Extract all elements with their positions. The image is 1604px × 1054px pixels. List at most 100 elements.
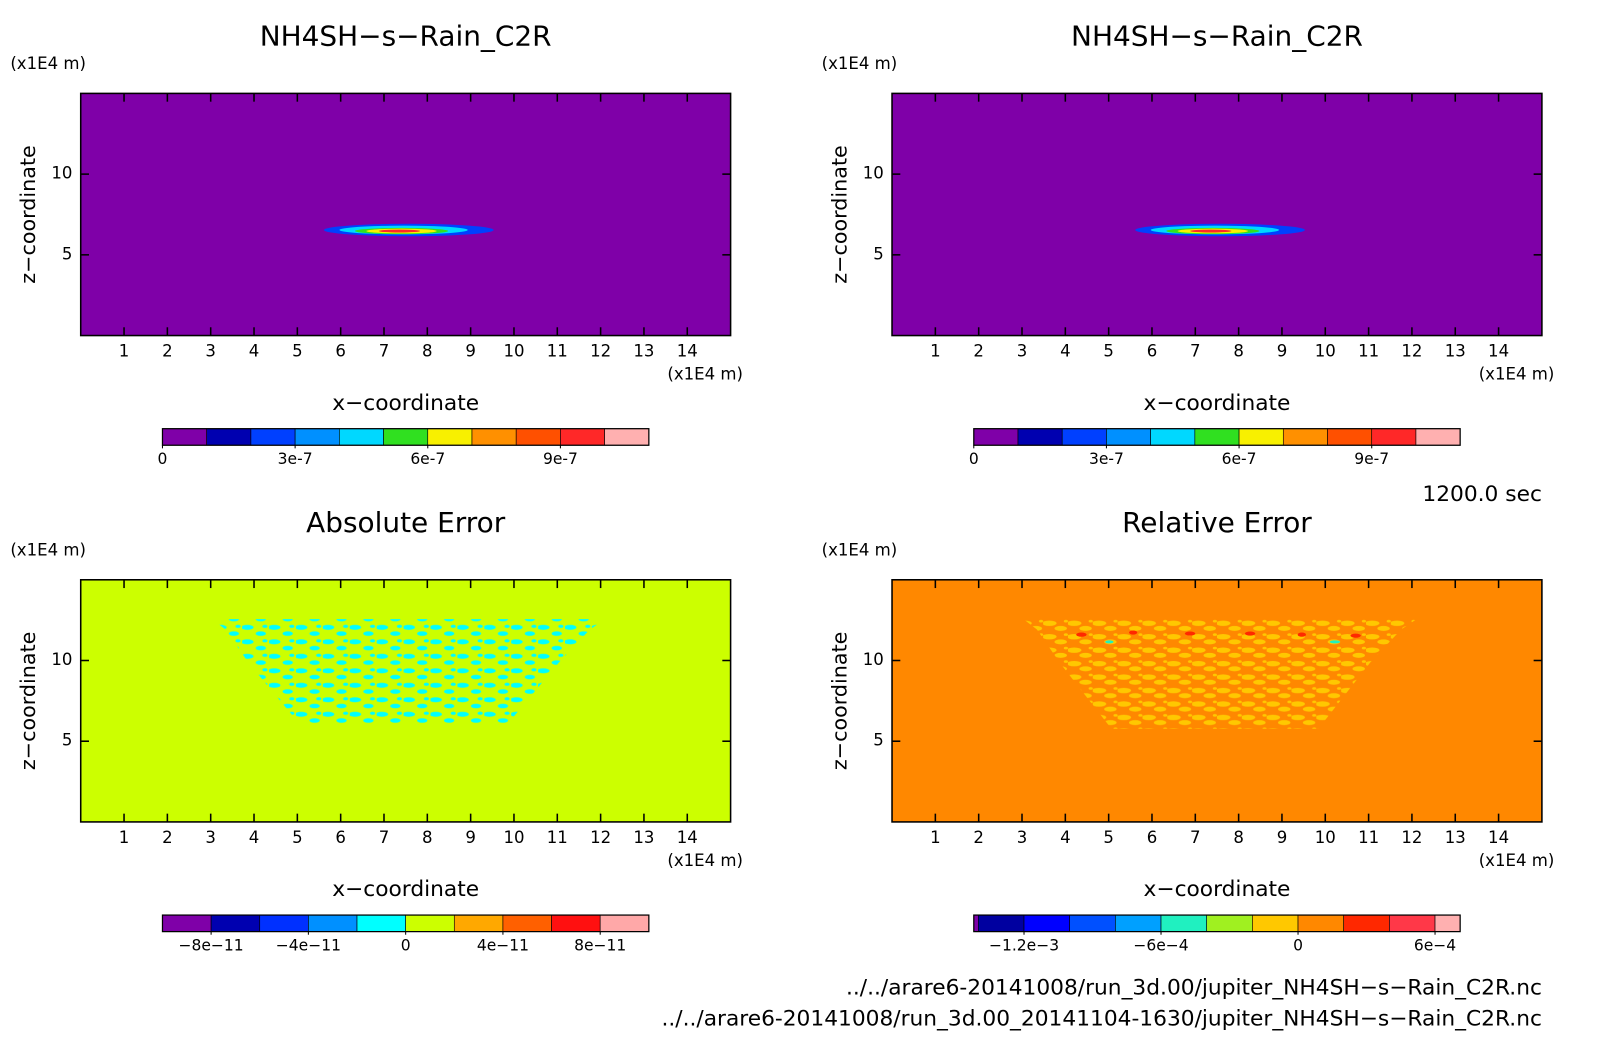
colorbar-frame (973, 914, 1461, 933)
colorbar-tick-label: −8e−11 (179, 937, 244, 955)
x-tick-label: 11 (1358, 828, 1379, 847)
colorbar-box (1282, 428, 1328, 446)
x-tick-label: 11 (1358, 342, 1379, 361)
x-unit: (x1E4 m) (667, 851, 743, 870)
x-tick-label: 8 (422, 342, 433, 361)
x-tick-label: 10 (503, 828, 524, 847)
colorbar-box (560, 428, 605, 446)
x-tick-label: 3 (1017, 828, 1028, 847)
y-tick-label: 5 (62, 244, 73, 263)
chart-title: NH4SH−s−Rain_C2R (1071, 20, 1363, 53)
x-tick-label: 11 (547, 828, 568, 847)
colorbar-tick-label: 0 (401, 937, 411, 955)
x-tick-label: 7 (379, 342, 390, 361)
y-axis-label: z−coordinate (16, 145, 40, 284)
x-tick-label: 8 (1233, 828, 1244, 847)
colorbar-box (259, 914, 309, 932)
x-tick-label: 1 (119, 342, 130, 361)
x-tick-label: 10 (1315, 828, 1336, 847)
x-tick-label: 14 (677, 828, 698, 847)
x-tick-label: 1 (119, 828, 130, 847)
plot-background (892, 93, 1542, 336)
colorbar-frame (973, 428, 1461, 446)
x-tick-label: 6 (335, 828, 346, 847)
colorbar-tick-label: 8e−11 (574, 937, 626, 955)
plot-frame (891, 579, 1543, 823)
x-tick-label: 9 (465, 828, 476, 847)
x-tick-label: 5 (1103, 828, 1114, 847)
colorbar-tick-label: 0 (158, 450, 168, 468)
x-unit: (x1E4 m) (1479, 364, 1555, 383)
colorbar-box (383, 428, 429, 446)
x-tick-label: 4 (249, 342, 260, 361)
colorbar-tick-label: −4e−11 (276, 937, 341, 955)
colorbar-box (427, 428, 473, 446)
colorbar-box (210, 914, 261, 932)
error-region (212, 619, 606, 725)
x-tick-label: 10 (1315, 342, 1336, 361)
file-path: ../../arare6-20141008/run_3d.00_20141104… (661, 1007, 1541, 1032)
x-tick-label: 10 (503, 342, 524, 361)
plot-background (80, 93, 731, 336)
colorbar-box (206, 428, 252, 446)
colorbar-tick-label: 6e-7 (1222, 450, 1257, 468)
x-tick-label: 6 (1147, 342, 1158, 361)
colorbar-box (356, 914, 406, 932)
fields (212, 223, 1417, 729)
colorbar-tick-label: 3e-7 (1089, 450, 1124, 468)
colorbar-box (1150, 428, 1196, 446)
colorbar-box (471, 428, 517, 446)
x-tick-label: 8 (1233, 342, 1244, 361)
x-tick-label: 9 (1277, 828, 1288, 847)
colorbar-box (162, 428, 207, 446)
y-tick-label: 5 (62, 731, 73, 750)
x-tick-label: 2 (162, 342, 173, 361)
colorbar-box (339, 428, 384, 446)
x-tick-label: 4 (1060, 828, 1071, 847)
colorbar-box (551, 914, 601, 932)
colorbar-box (1252, 914, 1299, 932)
rain-blob (1135, 223, 1305, 237)
rain-blob (323, 223, 494, 237)
colorbar-box (978, 914, 1025, 932)
colorbar-tick-label: 6e-7 (410, 450, 445, 468)
colorbar-box (1023, 914, 1070, 932)
colorbar-box (1106, 428, 1151, 446)
y-axis-label: z−coordinate (16, 632, 40, 771)
y-axis-label: z−coordinate (827, 632, 851, 771)
x-tick-label: 2 (973, 342, 984, 361)
x-tick-label: 13 (633, 342, 654, 361)
plot-frame (79, 579, 732, 823)
x-tick-label: 14 (677, 342, 698, 361)
colorbar-tick-label: 9e-7 (543, 450, 578, 468)
colorbar-box (1415, 428, 1461, 446)
x-tick-label: 7 (1190, 342, 1201, 361)
colorbar-box (1434, 914, 1461, 932)
x-tick-label: 9 (465, 342, 476, 361)
time-label: 1200.0 sec (1422, 482, 1542, 507)
plot-frame (79, 92, 732, 337)
colorbar-box (502, 914, 552, 932)
colorbar-box (308, 914, 358, 932)
x-tick-label: 11 (547, 342, 568, 361)
colorbar-box (973, 914, 979, 932)
colorbar-frame (161, 428, 650, 446)
x-tick-label: 1 (930, 828, 941, 847)
x-tick-label: 5 (292, 828, 303, 847)
x-tick-label: 4 (1060, 342, 1071, 361)
x-tick-label: 5 (292, 342, 303, 361)
x-tick-label: 13 (1445, 342, 1466, 361)
x-tick-label: 12 (590, 342, 611, 361)
x-tick-label: 6 (1147, 828, 1158, 847)
x-tick-label: 3 (205, 342, 216, 361)
colorbar-box (1371, 428, 1417, 446)
chart-title: Absolute Error (306, 506, 506, 539)
x-axis-label: x−coordinate (332, 877, 479, 902)
chart-title: Relative Error (1122, 506, 1312, 539)
x-tick-label: 7 (1190, 828, 1201, 847)
colorbar-tick-label: −6e−4 (1133, 937, 1188, 955)
x-tick-label: 2 (973, 828, 984, 847)
colorbar-tick-label: 4e−11 (477, 937, 529, 955)
colorbar-box (1061, 428, 1107, 446)
